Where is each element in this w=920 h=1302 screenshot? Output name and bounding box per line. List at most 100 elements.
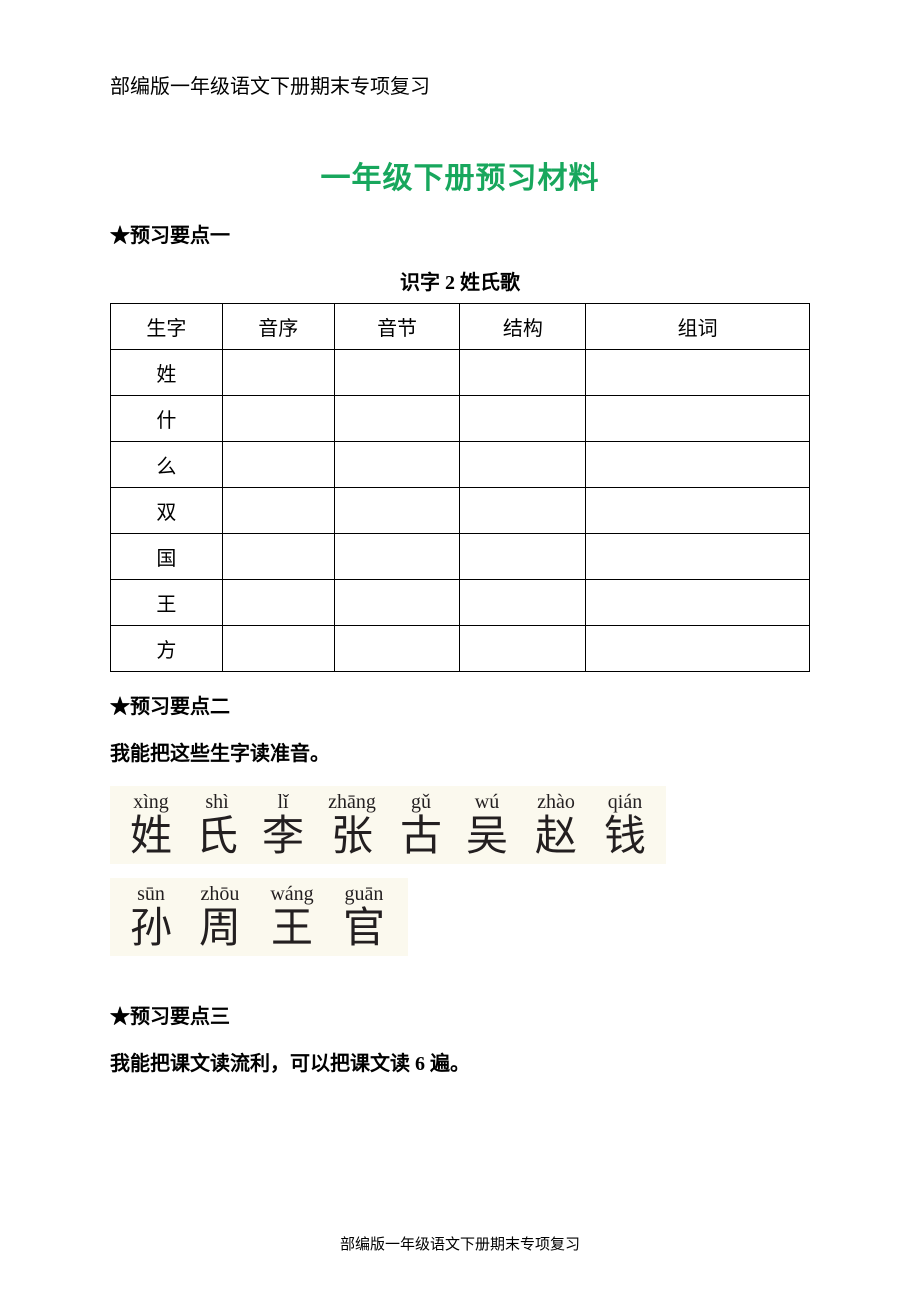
- cell-char: 双: [111, 488, 223, 534]
- cell-empty: [222, 396, 334, 442]
- pinyin-text: zhōu: [201, 884, 240, 904]
- char-item: zhào 赵: [520, 792, 592, 860]
- cell-char: 王: [111, 580, 223, 626]
- hanzi-text: 赵: [535, 814, 577, 860]
- cell-empty: [460, 442, 586, 488]
- char-item: zhōu 周: [184, 884, 256, 952]
- table-header-row: 生字 音序 音节 结构 组词: [111, 304, 810, 350]
- footer-text: 部编版一年级语文下册期末专项复习: [340, 1237, 580, 1253]
- char-item: wú 吴: [454, 792, 520, 860]
- table-row: 姓: [111, 350, 810, 396]
- pinyin-block-1: xìng 姓 shì 氏 lǐ 李 zhāng 张 gǔ 古 wú 吴: [110, 786, 666, 864]
- hanzi-text: 张: [331, 814, 373, 860]
- cell-empty: [586, 442, 810, 488]
- hanzi-text: 钱: [604, 814, 646, 860]
- th-jiegou: 结构: [460, 304, 586, 350]
- pinyin-text: sūn: [137, 884, 165, 904]
- cell-empty: [586, 580, 810, 626]
- pinyin-text: lǐ: [277, 792, 288, 812]
- pinyin-text: zhào: [537, 792, 575, 812]
- table-row: 国: [111, 534, 810, 580]
- pinyin-row: xìng 姓 shì 氏 lǐ 李 zhāng 张 gǔ 古 wú 吴: [118, 792, 658, 860]
- hanzi-text: 孙: [130, 906, 172, 952]
- page-header: 部编版一年级语文下册期末专项复习: [110, 70, 810, 99]
- cell-empty: [460, 626, 586, 672]
- hanzi-text: 官: [343, 906, 385, 952]
- cell-empty: [222, 580, 334, 626]
- cell-empty: [586, 396, 810, 442]
- table-row: 王: [111, 580, 810, 626]
- cell-empty: [222, 626, 334, 672]
- main-title: 一年级下册预习材料: [110, 153, 810, 197]
- cell-empty: [586, 626, 810, 672]
- pinyin-text: shì: [205, 792, 228, 812]
- section3-body: 我能把课文读流利，可以把课文读 6 遍。: [110, 1047, 810, 1076]
- hanzi-text: 李: [262, 814, 304, 860]
- table-row: 双: [111, 488, 810, 534]
- cell-empty: [460, 580, 586, 626]
- cell-empty: [334, 534, 460, 580]
- cell-char: 方: [111, 626, 223, 672]
- th-yinxu: 音序: [222, 304, 334, 350]
- cell-empty: [460, 396, 586, 442]
- cell-empty: [222, 442, 334, 488]
- th-shengzi: 生字: [111, 304, 223, 350]
- hanzi-text: 氏: [196, 814, 238, 860]
- pinyin-text: xìng: [133, 792, 169, 812]
- char-item: shì 氏: [184, 792, 250, 860]
- char-item: guān 官: [328, 884, 400, 952]
- pinyin-text: guān: [345, 884, 384, 904]
- cell-empty: [460, 534, 586, 580]
- cell-empty: [334, 350, 460, 396]
- table-caption: 识字 2 姓氏歌: [110, 266, 810, 295]
- hanzi-text: 古: [400, 814, 442, 860]
- character-table: 生字 音序 音节 结构 组词 姓 什 么 双: [110, 303, 810, 672]
- hanzi-text: 周: [199, 906, 241, 952]
- hanzi-text: 姓: [130, 814, 172, 860]
- pinyin-block-2: sūn 孙 zhōu 周 wáng 王 guān 官: [110, 878, 408, 956]
- cell-char: 么: [111, 442, 223, 488]
- pinyin-text: wáng: [270, 884, 313, 904]
- pinyin-text: zhāng: [328, 792, 376, 812]
- pinyin-text: qián: [608, 792, 642, 812]
- cell-empty: [334, 396, 460, 442]
- cell-empty: [334, 626, 460, 672]
- pinyin-text: wú: [475, 792, 499, 812]
- section3-heading: ★预习要点三: [110, 1000, 810, 1029]
- cell-char: 姓: [111, 350, 223, 396]
- cell-empty: [586, 488, 810, 534]
- cell-empty: [334, 488, 460, 534]
- cell-char: 国: [111, 534, 223, 580]
- cell-empty: [222, 534, 334, 580]
- cell-empty: [334, 580, 460, 626]
- cell-empty: [222, 350, 334, 396]
- section2-body: 我能把这些生字读准音。: [110, 737, 810, 766]
- table-row: 么: [111, 442, 810, 488]
- section2-heading: ★预习要点二: [110, 690, 810, 719]
- cell-char: 什: [111, 396, 223, 442]
- cell-empty: [222, 488, 334, 534]
- page-footer: 部编版一年级语文下册期末专项复习: [0, 1233, 920, 1254]
- table-row: 方: [111, 626, 810, 672]
- hanzi-text: 吴: [466, 814, 508, 860]
- cell-empty: [460, 350, 586, 396]
- page-container: 部编版一年级语文下册期末专项复习 一年级下册预习材料 ★预习要点一 识字 2 姓…: [0, 0, 920, 1136]
- char-item: xìng 姓: [118, 792, 184, 860]
- char-item: wáng 王: [256, 884, 328, 952]
- char-item: zhāng 张: [316, 792, 388, 860]
- char-item: qián 钱: [592, 792, 658, 860]
- cell-empty: [334, 442, 460, 488]
- char-item: lǐ 李: [250, 792, 316, 860]
- pinyin-text: gǔ: [411, 792, 431, 812]
- th-zuci: 组词: [586, 304, 810, 350]
- cell-empty: [586, 534, 810, 580]
- char-item: sūn 孙: [118, 884, 184, 952]
- cell-empty: [586, 350, 810, 396]
- pinyin-row: sūn 孙 zhōu 周 wáng 王 guān 官: [118, 884, 400, 952]
- th-yinjie: 音节: [334, 304, 460, 350]
- table-row: 什: [111, 396, 810, 442]
- section1-heading: ★预习要点一: [110, 219, 810, 248]
- hanzi-text: 王: [271, 906, 313, 952]
- char-item: gǔ 古: [388, 792, 454, 860]
- cell-empty: [460, 488, 586, 534]
